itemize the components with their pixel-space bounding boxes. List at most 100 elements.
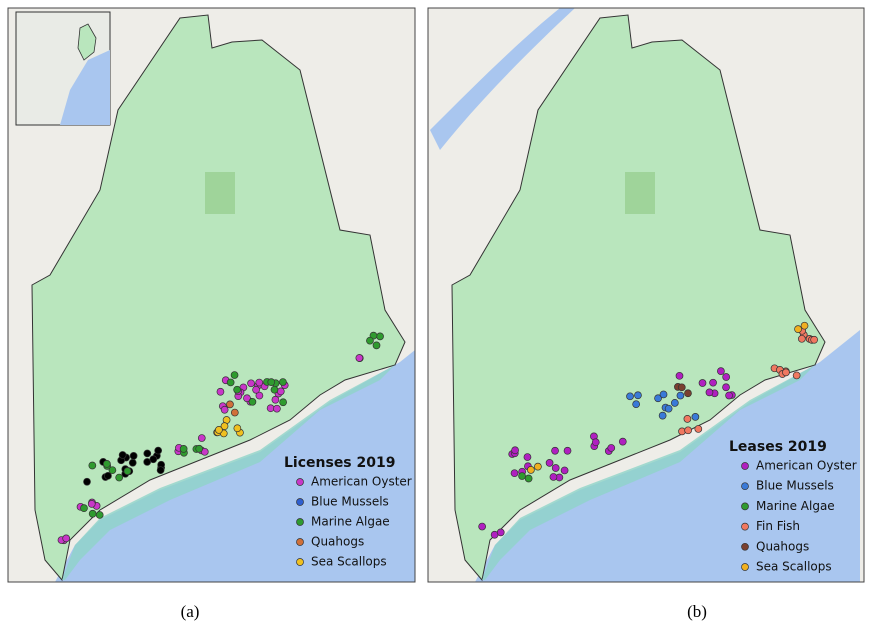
site-dot [267,378,276,386]
site-dot [226,400,234,409]
site-dot [511,446,519,455]
site-dot [88,461,97,470]
legend-label: Sea Scallops [756,560,832,574]
legend-label: Sea Scallops [311,555,387,569]
site-dot [87,499,96,508]
site-dot [496,528,505,537]
legend-label: Quahogs [311,535,364,549]
site-dot [103,460,111,468]
site-dot [273,404,281,413]
site-dot [551,464,560,472]
sea [475,330,860,582]
site-dot [255,391,264,400]
site-dot [355,354,364,362]
legend-swatch [296,538,304,546]
caption: (b) [687,602,707,621]
site-dot [675,371,684,380]
site-dot [551,446,559,455]
site-dot [216,387,225,396]
site-dot [664,404,673,413]
legend-title: Leases 2019 [729,439,827,455]
site-dot [233,424,242,433]
inset-state [77,23,97,61]
legend-label: American Oyster [311,475,412,489]
site-dot [247,379,255,388]
site-dot [634,391,642,400]
site-dot [243,394,251,403]
site-dot [717,367,725,375]
site-dot [149,455,158,464]
site-dot [215,425,223,434]
site-dot [248,397,257,406]
legend-title: Licenses 2019 [284,455,395,471]
site-dot [80,504,88,512]
map-panel [428,8,864,582]
site-dot [549,473,558,481]
site-dot [230,408,239,417]
legend-swatch [741,522,749,531]
site-dot [220,405,229,414]
site-dot [676,391,685,400]
site-dot [104,471,112,480]
site-dot [518,472,526,480]
river [430,8,575,150]
site-dot [800,321,809,330]
site-dot [252,385,260,394]
site-dot [709,378,717,387]
site-dot [691,413,700,421]
forest-area [205,172,235,214]
site-dot [705,388,714,397]
site-dot [607,444,616,452]
site-dot [154,446,163,455]
site-dot [83,477,91,486]
coastal-band [62,365,395,580]
legend-swatch [741,462,749,470]
caption: (a) [181,602,200,621]
site-dot [128,458,137,467]
site-dot [156,466,165,475]
site-dot [684,389,692,398]
legend-swatch [296,558,304,566]
site-dot [722,383,730,392]
panel-frame [427,7,865,583]
site-dot [632,400,641,409]
site-dot [226,378,235,387]
site-dot [62,534,71,543]
site-dot [626,392,634,401]
panel-frame [7,7,416,583]
site-dot [527,465,535,474]
site-dot [659,390,668,399]
site-dot [220,422,229,431]
forest-area [625,172,655,214]
coastal-band [482,365,815,580]
site-dot [545,459,554,467]
legend-label: Blue Mussels [756,479,834,493]
site-dot [88,509,97,518]
site-dot [591,438,600,447]
legend-label: Marine Algae [756,499,835,513]
site-dot [270,385,279,394]
legend-swatch [296,478,304,486]
state-area [31,14,406,582]
site-dot [376,332,384,341]
site-dot [279,378,287,386]
site-dot [197,434,206,442]
site-dot [195,444,204,453]
legend-label: Quahogs [756,539,809,553]
site-dot [524,474,533,483]
legend-swatch [741,502,749,511]
site-dot [798,334,806,343]
state-area [451,14,826,582]
site-dot [534,462,542,471]
site-dot [694,425,703,433]
site-dot [129,452,138,460]
site-dot [271,395,280,404]
site-dot [118,451,127,459]
site-dot [123,467,132,475]
inset-sea [60,50,110,125]
legend-swatch [741,482,749,491]
site-dot [523,453,532,461]
site-dot [366,336,374,345]
site-dot [563,446,572,455]
